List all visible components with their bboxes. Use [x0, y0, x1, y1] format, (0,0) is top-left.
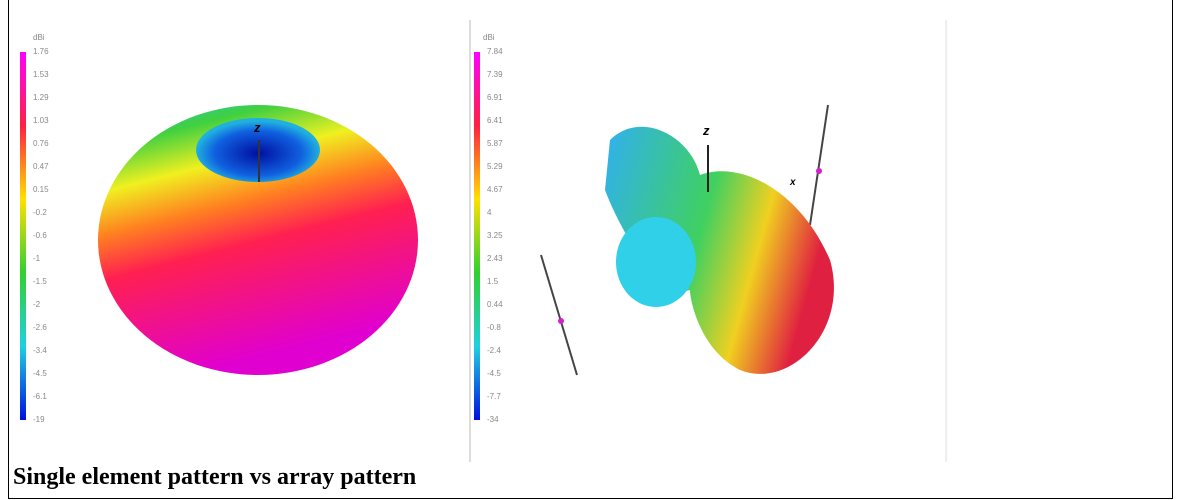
scale-label: -19 [33, 415, 45, 424]
caption: Single element pattern vs array pattern [13, 464, 416, 491]
scale-label: 1.53 [33, 70, 49, 79]
scale-label: 6.41 [487, 116, 503, 125]
scale-label: -7.7 [487, 392, 501, 401]
scale-label: -0.8 [487, 323, 501, 332]
antenna-element [810, 105, 828, 225]
scale-label: -2.4 [487, 346, 501, 355]
scale-label: -0.6 [33, 231, 47, 240]
figure: dBi dBi z z x 1.76 1.53 1.29 1.03 0.76 0.47 0.… [0, 0, 1180, 500]
scale-label: 7.84 [487, 47, 503, 56]
scale-label: 1.76 [33, 47, 49, 56]
feed-point [558, 318, 564, 324]
scale-label: 3.25 [487, 231, 503, 240]
scale-label: 0.76 [33, 139, 49, 148]
scale-label: 4 [487, 208, 492, 217]
scale-label: 6.91 [487, 93, 503, 102]
color-bar [474, 52, 480, 420]
scale-label: 1.03 [33, 116, 49, 125]
page: dBi dBi z z x 1.76 1.53 1.29 1.03 0.76 0.47 0.… [0, 0, 1180, 500]
axis-label: z [253, 120, 261, 135]
scale-label: -2.6 [33, 323, 47, 332]
scale-label: 7.39 [487, 70, 503, 79]
scale-label: -6.1 [33, 392, 47, 401]
axis-label: z [702, 123, 710, 138]
scale-label: -34 [487, 415, 499, 424]
scale-label: -4.5 [487, 369, 501, 378]
scale-label: 0.47 [33, 162, 49, 171]
scale-label: 1.29 [33, 93, 49, 102]
scale-label: 4.67 [487, 185, 503, 194]
scale-label: 0.44 [487, 300, 503, 309]
color-bar [20, 52, 26, 420]
scale-label: -3.4 [33, 346, 47, 355]
unit-label: dBi [483, 33, 495, 42]
scale-label: -4.5 [33, 369, 47, 378]
scale-label: -1 [33, 254, 41, 263]
scale-label: 2.43 [487, 254, 503, 263]
side-lobe [616, 217, 696, 307]
feed-point [816, 168, 822, 174]
unit-label: dBi [33, 33, 45, 42]
antenna-element [541, 255, 577, 375]
axis-label: x [789, 177, 796, 188]
scale-label: 0.15 [33, 185, 49, 194]
scale-label: 1.5 [487, 277, 499, 286]
scale-label: -2 [33, 300, 41, 309]
scale-label: 5.29 [487, 162, 503, 171]
scale-label: -1.5 [33, 277, 47, 286]
scale-label: -0.2 [33, 208, 47, 217]
scale-label: 5.87 [487, 139, 503, 148]
